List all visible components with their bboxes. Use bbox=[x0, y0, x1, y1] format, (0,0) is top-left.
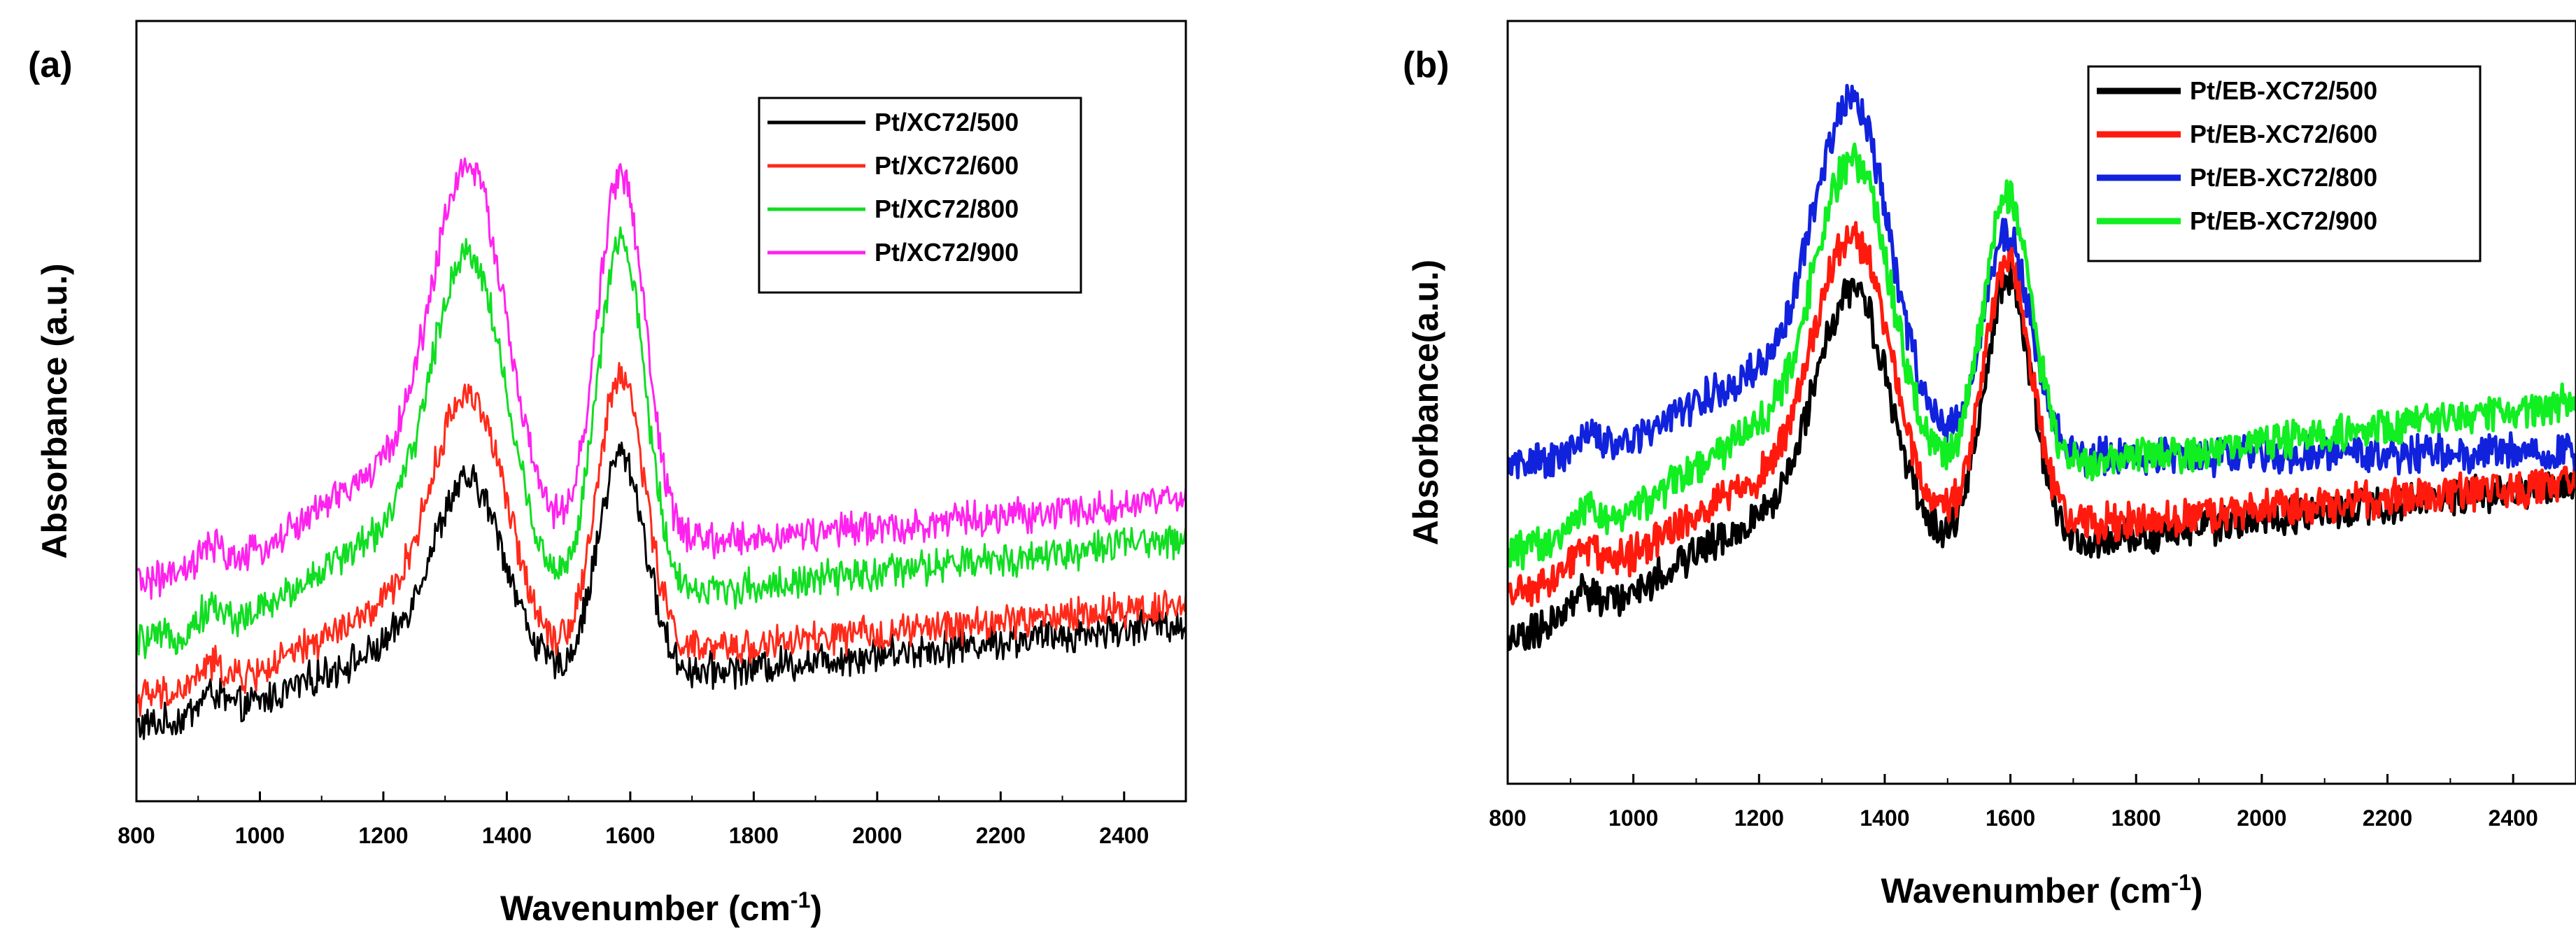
x-axis-title: Wavenumber (cm-1) bbox=[500, 887, 822, 928]
x-tick-label: 1800 bbox=[2111, 805, 2161, 831]
x-tick-label: 1000 bbox=[235, 823, 285, 848]
series-line-pt-xc72-600 bbox=[136, 362, 1186, 717]
series-line-pt-eb-xc72-600 bbox=[1508, 220, 2576, 607]
x-tick-label: 1800 bbox=[729, 823, 779, 848]
x-tick-label: 1200 bbox=[358, 823, 408, 848]
legend-label: Pt/EB-XC72/600 bbox=[2190, 120, 2377, 148]
x-axis-title-end: ) bbox=[2191, 871, 2203, 910]
x-axis-title-end: ) bbox=[810, 889, 822, 928]
x-tick-label: 1200 bbox=[1734, 805, 1784, 831]
series-line-pt-eb-xc72-900 bbox=[1508, 142, 2576, 571]
legend-label: Pt/EB-XC72/500 bbox=[2190, 76, 2377, 105]
x-axis-title: Wavenumber (cm-1) bbox=[1881, 870, 2202, 910]
legend-label: Pt/XC72/900 bbox=[875, 238, 1019, 267]
x-tick-label: 2400 bbox=[1099, 823, 1149, 848]
x-axis-title-sup: -1 bbox=[791, 887, 810, 913]
legend-label: Pt/EB-XC72/900 bbox=[2190, 206, 2377, 235]
series-line-pt-xc72-500 bbox=[136, 442, 1186, 740]
panel-a: 800 1000 1200 1400 1600 1800 2000 2200 2400 (a) Wa… bbox=[28, 20, 1187, 928]
plot-frame bbox=[1506, 20, 2576, 785]
panel-b: 800 1000 1200 1400 1600 1800 2000 2200 2400 (b) Wa… bbox=[1403, 20, 2576, 910]
x-tick-label: 2200 bbox=[976, 823, 1026, 848]
legend-label: Pt/XC72/800 bbox=[875, 195, 1019, 223]
legend-box bbox=[2087, 65, 2482, 262]
x-tick-label: 1600 bbox=[605, 823, 655, 848]
legend-label: Pt/XC72/500 bbox=[875, 108, 1019, 136]
x-tick-label: 1400 bbox=[1860, 805, 1909, 831]
legend-box bbox=[758, 97, 1082, 294]
series-line-pt-xc72-800 bbox=[136, 226, 1186, 659]
x-tick-label: 800 bbox=[1489, 805, 1526, 831]
x-axis-title-sup: -1 bbox=[2171, 870, 2191, 895]
x-axis-title-main: Wavenumber (cm bbox=[1881, 871, 2171, 910]
plot-frame bbox=[135, 20, 1187, 803]
x-tick-label: 2400 bbox=[2489, 805, 2538, 831]
x-axis-title-main: Wavenumber (cm bbox=[500, 889, 791, 928]
panel-label: (b) bbox=[1403, 45, 1449, 85]
legend-label: Pt/XC72/600 bbox=[875, 151, 1019, 180]
y-axis-title: Absorbance(a.u.) bbox=[1406, 260, 1445, 545]
x-tick-label: 2200 bbox=[2363, 805, 2412, 831]
series-group bbox=[136, 157, 1186, 740]
legend-label: Pt/EB-XC72/800 bbox=[2190, 163, 2377, 192]
x-tick-label: 1600 bbox=[1986, 805, 2035, 831]
x-tick-label: 1000 bbox=[1608, 805, 1658, 831]
y-axis-title: Absorbance (a.u.) bbox=[35, 263, 74, 558]
x-tick-label: 2000 bbox=[852, 823, 902, 848]
series-line-pt-xc72-900 bbox=[136, 157, 1186, 600]
panel-label: (a) bbox=[28, 45, 73, 85]
x-tick-label: 800 bbox=[118, 823, 155, 848]
x-tick-label: 1400 bbox=[482, 823, 532, 848]
x-tick-label: 2000 bbox=[2237, 805, 2286, 831]
series-group bbox=[1508, 83, 2576, 651]
